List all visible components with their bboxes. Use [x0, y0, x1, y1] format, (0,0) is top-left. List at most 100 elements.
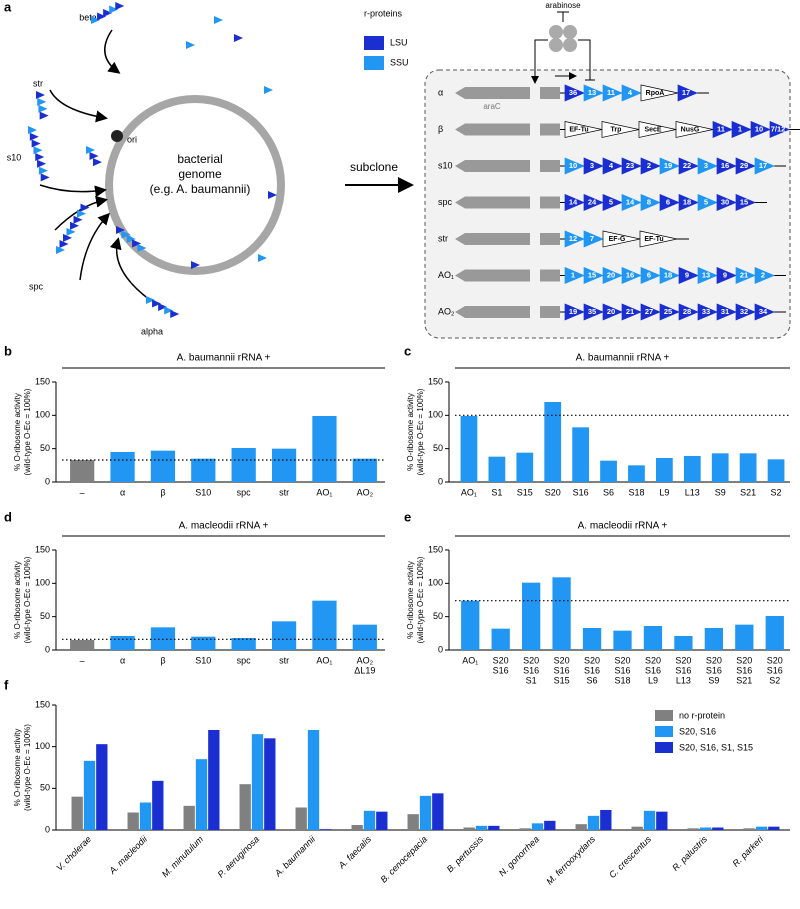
y-tick-label: 150 [35, 699, 50, 709]
gene-arrow [754, 157, 775, 175]
gene-arrow [678, 157, 699, 175]
bar [83, 760, 96, 830]
x-tick-label: AO₂ [357, 655, 374, 665]
gene-arrow [602, 193, 623, 212]
bar [704, 628, 723, 650]
gene-glyph [191, 261, 200, 269]
bar [463, 827, 475, 830]
x-tick-label: S2 [769, 675, 780, 685]
bar [544, 820, 556, 830]
gene-label: 30 [721, 197, 729, 206]
gene-arrow [675, 121, 714, 138]
gene-arrow [602, 84, 623, 102]
x-tick-label: AO₂ [357, 487, 374, 497]
gene-glyph [214, 16, 223, 24]
gene-arrow [735, 303, 756, 321]
x-tick-label: R. parkeri [730, 833, 765, 868]
chart-title: A. macleodii rRNA + [578, 521, 668, 532]
gene-arrow [735, 266, 756, 285]
operon-name: α [438, 87, 443, 97]
gene-arrow [659, 266, 680, 285]
operon-label: beta [79, 12, 97, 22]
y-tick-label: 50 [40, 783, 50, 793]
gene-arrow [731, 120, 752, 139]
regulator-gene [455, 87, 530, 99]
x-tick-label: S16 [554, 665, 570, 675]
gene-glyph [36, 91, 45, 99]
x-tick-label: S20 [554, 655, 570, 665]
x-tick-label: S10 [195, 487, 211, 497]
gene-label: 17 [682, 88, 690, 97]
gene-label: 4 [628, 88, 633, 97]
gene-arrow [659, 193, 680, 212]
gene-label: 6 [647, 270, 651, 279]
bar [687, 828, 699, 830]
gene-arrow [750, 120, 771, 139]
y-axis-label: % O-ribosome activity [13, 729, 22, 807]
gene-label: 13 [702, 270, 710, 279]
x-tick-label: α [120, 487, 125, 497]
bar [191, 458, 216, 482]
gene-glyph [86, 146, 95, 154]
bar [516, 452, 534, 482]
y-tick-label: 0 [438, 476, 443, 486]
ori-label: ori [127, 134, 137, 144]
y-tick-label: 150 [35, 376, 50, 386]
gene-glyph [97, 12, 107, 21]
x-tick-label: S16 [493, 665, 509, 675]
bar [195, 759, 208, 830]
gene-label: 5 [704, 197, 708, 206]
bar [312, 416, 337, 482]
operon-label: str [33, 78, 43, 88]
gene-label: 16 [721, 161, 729, 170]
bar [419, 795, 432, 830]
gene-label: RpoA [646, 90, 665, 97]
gene-glyph [29, 132, 39, 141]
gene-label: 9 [685, 270, 689, 279]
bar [139, 802, 152, 830]
gene-label: 18 [683, 197, 691, 206]
gene-arrow [697, 303, 718, 321]
gene-glyph [137, 243, 147, 252]
gene-label: 13 [588, 88, 596, 97]
gene-arrow [678, 303, 699, 321]
gene-arrow [639, 230, 678, 248]
gene-glyph [109, 5, 119, 14]
x-tick-label: S16 [573, 487, 589, 497]
gene-arrow [677, 84, 698, 102]
bar [150, 450, 176, 482]
gene-arrow [602, 157, 623, 175]
bar [376, 811, 388, 830]
promoter-box [540, 269, 560, 282]
gene-arrow [621, 157, 642, 175]
y-tick-label: 50 [433, 443, 443, 453]
x-tick-label: S1 [526, 675, 537, 685]
promoter-box [540, 160, 560, 172]
y-tick-label: 100 [35, 410, 50, 420]
x-tick-label: β [160, 655, 165, 665]
operon-name: AO₂ [438, 306, 455, 316]
gene-glyph [77, 209, 86, 218]
x-tick-label: S1 [491, 487, 502, 497]
bar [767, 459, 785, 482]
gene-glyph [115, 2, 125, 10]
legend-label: S20, S16 [679, 726, 716, 736]
regulator-gene [455, 123, 530, 136]
gene-label: 34 [759, 307, 768, 316]
bar [488, 825, 500, 830]
gene-arrow [640, 193, 661, 212]
gene-glyph [59, 239, 69, 248]
operon-name: β [438, 124, 443, 134]
panel-letter: e [404, 509, 411, 524]
bar [239, 784, 251, 830]
gene-label: EF-G [609, 236, 626, 243]
gene-arrow [583, 303, 604, 321]
gene-label: 14 [569, 197, 578, 206]
gene-glyph [38, 166, 48, 175]
gene-arrow [697, 266, 718, 285]
y-axis-label: (wild-type O-Ec = 100%) [416, 556, 425, 643]
x-tick-label: S18 [628, 487, 644, 497]
gene-arrow [716, 193, 737, 212]
gene-glyph [66, 227, 76, 236]
